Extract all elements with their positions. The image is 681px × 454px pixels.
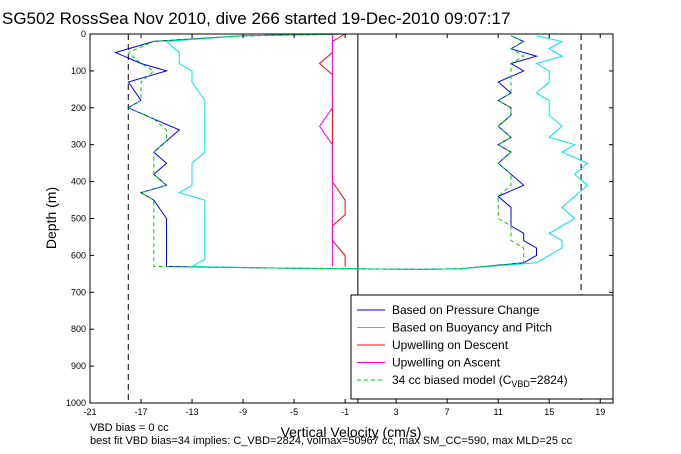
series-line-1 <box>165 33 589 270</box>
x-tick-label-5: -1 <box>341 407 349 417</box>
x-tick-label-4: -5 <box>290 407 298 417</box>
series-layer <box>114 33 589 270</box>
legend-text-3: Upwelling on Ascent <box>392 356 501 370</box>
x-tick-label-2: -13 <box>186 407 199 417</box>
y-tick-label-5: 500 <box>71 214 86 224</box>
y-tick-label-2: 200 <box>71 103 86 113</box>
x-tick-label-7: 7 <box>445 407 450 417</box>
y-axis-label: Depth (m) <box>43 187 59 249</box>
y-tick-label-9: 900 <box>71 361 86 371</box>
y-tick-label-0: 0 <box>81 29 86 39</box>
x-tick-label-6: 3 <box>394 407 399 417</box>
x-tick-label-1: -17 <box>135 407 148 417</box>
y-tick-label-8: 800 <box>71 324 86 334</box>
legend-text-2: Upwelling on Descent <box>392 338 509 352</box>
series-line-3 <box>318 34 333 267</box>
x-axis-label: Vertical Velocity (cm/s) <box>281 424 422 440</box>
x-tick-label-10: 19 <box>595 407 605 417</box>
vbd-bias-note: VBD bias = 0 cc <box>90 422 169 434</box>
legend-text-main-2: Upwelling on Descent <box>392 338 509 352</box>
legend-text-main-4: 34 cc biased model (C <box>392 373 512 387</box>
legend-text-tail-4: =2824) <box>530 373 568 387</box>
y-tick-label-1: 100 <box>71 66 86 76</box>
y-tick-label-3: 300 <box>71 140 86 150</box>
legend-text-0: Based on Pressure Change <box>392 303 540 317</box>
chart-title: SG502 RossSea Nov 2010, dive 266 started… <box>2 9 510 28</box>
x-tick-label-0: -21 <box>83 407 96 417</box>
series-line-4 <box>127 33 525 270</box>
y-tick-label-6: 600 <box>71 250 86 260</box>
x-tick-label-8: 11 <box>494 407 503 417</box>
legend: Based on Pressure Change Based on Buoyanc… <box>350 294 614 400</box>
annotations: VBD bias = 0 cc best fit VBD bias=34 imp… <box>90 422 573 447</box>
y-tick-label-10: 1000 <box>66 398 86 408</box>
best-fit-note: best fit VBD bias=34 implies: C_VBD=2824… <box>90 435 573 447</box>
legend-text-4: 34 cc biased model (CVBD=2824) <box>392 373 568 389</box>
y-tick-label-4: 400 <box>71 177 86 187</box>
legend-box <box>350 294 614 400</box>
x-tick-label-9: 15 <box>544 407 554 417</box>
legend-text-main-3: Upwelling on Ascent <box>392 356 501 370</box>
x-tick-label-3: -9 <box>239 407 247 417</box>
plot-frame <box>89 33 614 404</box>
legend-text-main-1: Based on Buoyancy and Pitch <box>392 321 552 335</box>
y-tick-label-7: 700 <box>71 287 86 297</box>
legend-text-1: Based on Buoyancy and Pitch <box>392 321 552 335</box>
legend-text-main-0: Based on Pressure Change <box>392 303 540 317</box>
legend-text-subscript-4: VBD <box>511 379 530 389</box>
